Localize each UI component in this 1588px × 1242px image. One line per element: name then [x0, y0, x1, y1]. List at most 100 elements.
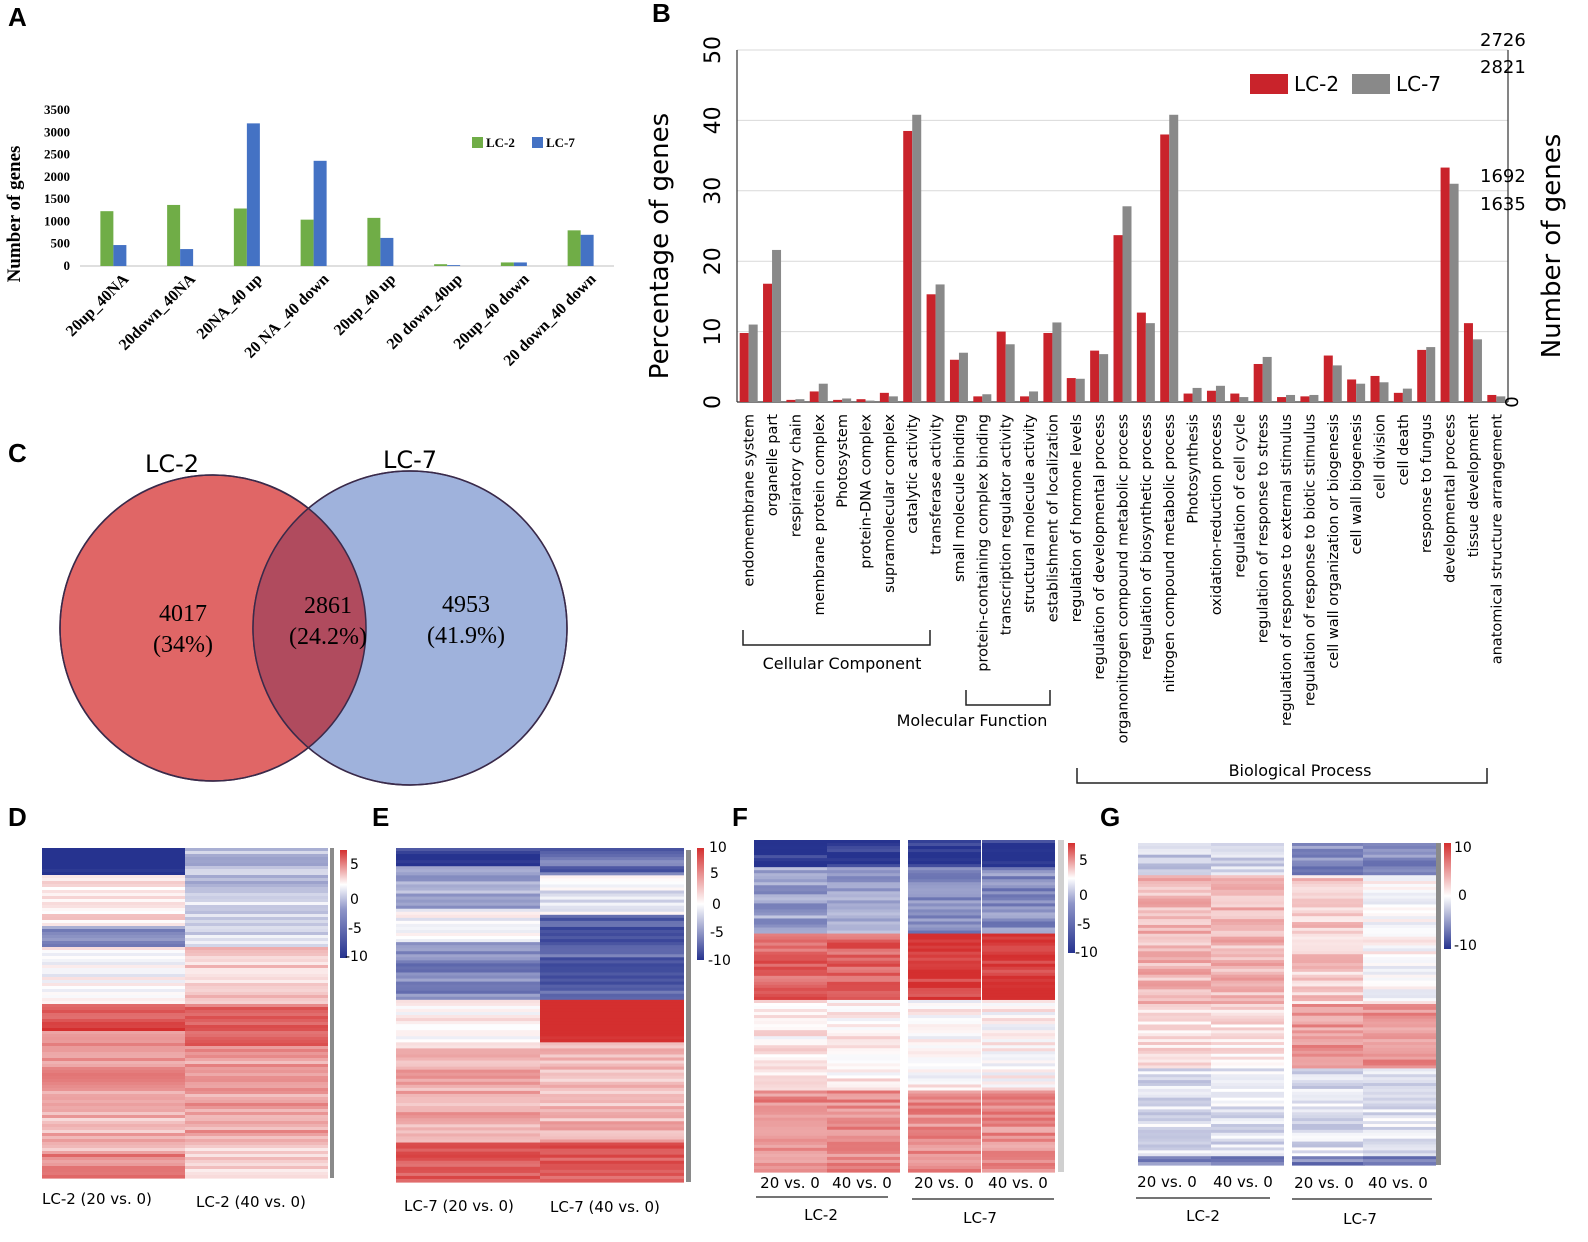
bar-b-lc2-24 — [1300, 396, 1310, 402]
heatmap-cell — [982, 1129, 1055, 1134]
heatmap-cell — [827, 849, 900, 853]
heatmap-cell — [396, 1103, 540, 1107]
panel-e-scale-neg10: -10 — [708, 953, 731, 969]
heatmap-cell — [982, 903, 1055, 907]
heatmap-cell — [982, 1120, 1055, 1125]
heatmap-cell — [185, 1076, 328, 1080]
heatmap-cell — [1292, 951, 1365, 955]
heatmap-cell — [1138, 1068, 1211, 1072]
heatmap-cell — [1211, 907, 1284, 911]
heatmap-cell — [1211, 922, 1284, 926]
heatmap-cell — [908, 1012, 981, 1016]
heatmap-cell — [754, 1093, 827, 1098]
heatmap-cell — [540, 929, 684, 934]
heatmap-cell — [185, 1169, 328, 1173]
heatmap-cell — [1363, 1001, 1436, 1005]
heatmap-cell — [42, 1058, 185, 1062]
heatmap-cell — [1363, 942, 1436, 947]
heatmap-cell — [1211, 933, 1284, 938]
heatmap-cell — [1138, 1012, 1211, 1017]
bar-b-lc2-15 — [1090, 350, 1100, 402]
heatmap-cell — [42, 1133, 185, 1137]
heatmap-cell — [42, 1112, 185, 1116]
heatmap-cell — [1138, 1042, 1211, 1046]
bar-a-lc7-6 — [513, 262, 527, 266]
bar-b-lc2-9 — [949, 359, 959, 402]
heatmap-cell — [1292, 1018, 1365, 1023]
heatmap-cell — [396, 848, 540, 852]
bar-b-lc2-31 — [1463, 323, 1473, 402]
heatmap-cell — [185, 911, 328, 915]
heatmap-cell — [754, 1015, 827, 1019]
heatmap-cell — [540, 851, 684, 855]
heatmap-cell — [1363, 1071, 1436, 1075]
panel-b-x-tick-label: transferase activity — [929, 414, 945, 555]
heatmap-cell — [1292, 1042, 1365, 1046]
heatmap-cell — [827, 1153, 900, 1158]
heatmap-cell — [827, 969, 900, 974]
heatmap-cell — [1292, 1033, 1365, 1037]
heatmap-cell — [42, 1118, 185, 1122]
heatmap-cell — [396, 1030, 540, 1034]
heatmap-cell — [1292, 977, 1365, 982]
heatmap-cell — [908, 1090, 981, 1095]
heatmap-cell — [827, 936, 900, 941]
heatmap-cell — [1292, 1015, 1365, 1020]
heatmap-cell — [1211, 892, 1284, 897]
heatmap-cell — [754, 915, 827, 920]
heatmap-cell — [1138, 1036, 1211, 1040]
heatmap-cell — [827, 882, 900, 886]
heatmap-cell — [1211, 948, 1284, 952]
panel-b-x-tick-label: Photosystem — [835, 414, 851, 508]
heatmap-cell — [1138, 924, 1211, 929]
heatmap-cell — [42, 1010, 185, 1014]
heatmap-cell — [1292, 1129, 1365, 1134]
heatmap-cell — [1292, 848, 1365, 853]
heatmap-cell — [540, 1106, 684, 1110]
heatmap-cell — [42, 956, 185, 960]
heatmap-cell — [754, 852, 827, 856]
heatmap-cell — [1292, 948, 1365, 952]
heatmap-cell — [1292, 1159, 1365, 1163]
heatmap-cell — [1292, 1162, 1365, 1166]
heatmap-cell — [982, 1153, 1055, 1158]
heatmap-cell — [827, 1039, 900, 1043]
heatmap-cell — [42, 920, 185, 924]
heatmap-cell — [1363, 998, 1436, 1002]
heatmap-cell — [827, 987, 900, 992]
bar-a-lc2-0 — [100, 211, 114, 266]
heatmap-cell — [1138, 1144, 1211, 1149]
heatmap-cell — [1292, 1156, 1365, 1160]
heatmap-cell — [754, 1105, 827, 1110]
bar-b-lc7-12 — [1029, 391, 1039, 402]
heatmap-cell — [1211, 1147, 1284, 1151]
heatmap-cell — [908, 1042, 981, 1046]
heatmap-cell — [396, 1157, 540, 1162]
heatmap-cell — [754, 918, 827, 923]
heatmap-cell — [827, 888, 900, 892]
heatmap-cell — [540, 1145, 684, 1150]
heatmap-cell — [754, 1042, 827, 1046]
heatmap-cell — [982, 1150, 1055, 1155]
heatmap-cell — [185, 959, 328, 963]
heatmap-cell — [1363, 1109, 1436, 1113]
heatmap-cell — [1138, 1004, 1211, 1008]
heatmap-cell — [42, 1172, 185, 1176]
heatmap-cell — [185, 1040, 328, 1044]
heatmap-cell — [754, 1006, 827, 1010]
heatmap-cell — [1363, 1118, 1436, 1122]
heatmap-cell — [754, 933, 827, 938]
panel-b-y-tick: 10 — [701, 318, 726, 346]
heatmap-cell — [1138, 998, 1211, 1002]
heatmap-cell — [1138, 886, 1211, 891]
heatmap-cell — [42, 1049, 185, 1053]
heatmap-cell — [42, 1067, 185, 1071]
heatmap-cell — [396, 923, 540, 928]
heatmap-cell — [908, 918, 981, 923]
heatmap-cell — [827, 945, 900, 950]
bar-b-lc2-5 — [856, 399, 866, 402]
heatmap-cell — [982, 942, 1055, 947]
heatmap-cell — [540, 1112, 684, 1116]
heatmap-cell — [754, 1033, 827, 1037]
heatmap-cell — [982, 966, 1055, 971]
